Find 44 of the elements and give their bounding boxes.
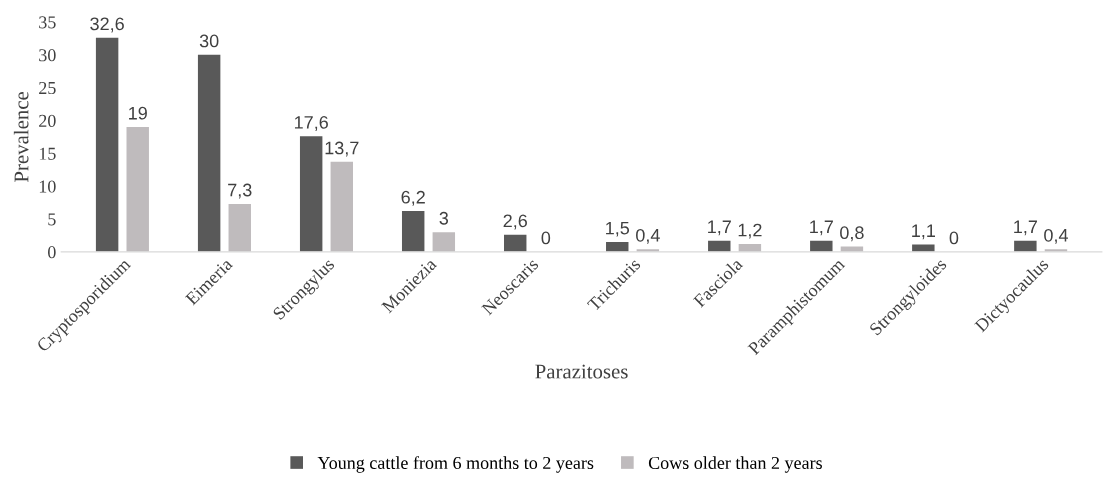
- data-label: 0: [949, 231, 959, 245]
- bar: [504, 234, 527, 252]
- y-tick-label: 30: [39, 49, 56, 62]
- data-label: 30: [199, 34, 219, 48]
- data-label: 1,1: [912, 224, 935, 240]
- y-tick-label: 35: [39, 16, 56, 29]
- data-label: 1,2: [738, 223, 762, 239]
- data-label: 0,4: [636, 228, 660, 244]
- data-label: 17,6: [294, 115, 328, 131]
- legend-label: Young cattle from 6 months to 2 years: [317, 456, 594, 473]
- bar: [810, 240, 833, 252]
- bar: [401, 211, 425, 252]
- legend-label: Cows older than 2 years: [648, 456, 822, 473]
- data-label: 0,8: [840, 226, 864, 242]
- y-tick-label: 20: [39, 114, 56, 127]
- data-label: 32,6: [90, 17, 124, 33]
- data-label: 0: [541, 231, 551, 245]
- data-label: 13,7: [325, 141, 359, 157]
- bar: [299, 136, 323, 252]
- data-label: 2,6: [503, 214, 527, 230]
- data-label: 1,7: [1014, 220, 1037, 236]
- y-tick-label: 5: [48, 213, 56, 226]
- data-label: 6,2: [401, 190, 425, 206]
- data-label: 1,7: [708, 220, 731, 236]
- y-tick-label: 25: [39, 81, 56, 95]
- data-label: 1,5: [606, 221, 630, 237]
- data-label: 19: [129, 106, 147, 120]
- bar: [606, 241, 629, 252]
- y-tick-label: 0: [48, 246, 56, 259]
- data-label: 7,3: [228, 183, 252, 199]
- bar: [197, 54, 221, 252]
- y-axis-title: Prevalence: [13, 91, 29, 183]
- bar: [228, 203, 251, 252]
- bar: [126, 127, 149, 252]
- x-axis-title: Parazitoses: [535, 364, 628, 379]
- data-label: 1,7: [810, 220, 833, 236]
- bar: [1014, 240, 1037, 252]
- y-tick-label: 10: [39, 180, 56, 193]
- y-tick-label: 15: [39, 147, 56, 160]
- data-label: 3: [439, 211, 449, 225]
- data-label: 0,4: [1044, 228, 1068, 244]
- bar: [95, 37, 119, 252]
- bar: [432, 232, 456, 252]
- bar: [330, 161, 354, 252]
